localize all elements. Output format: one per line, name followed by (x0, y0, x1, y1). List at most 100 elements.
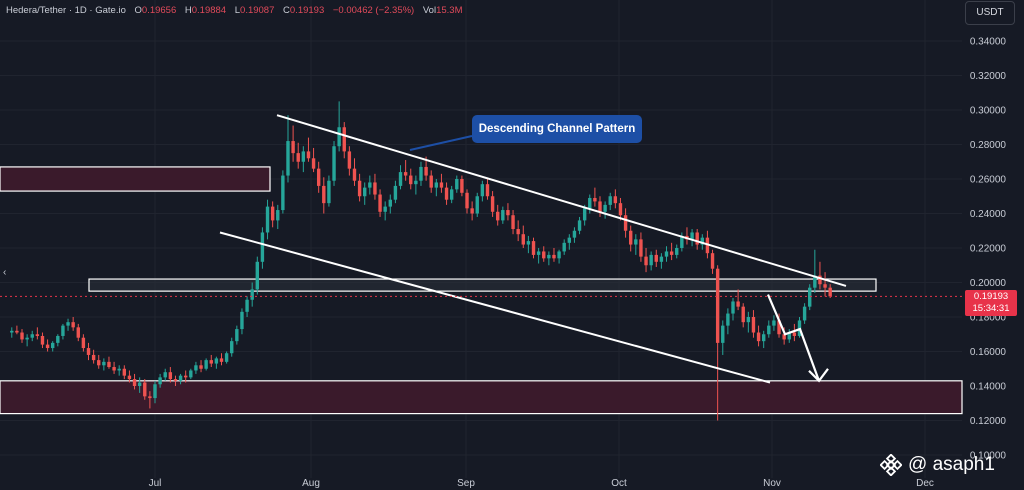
candle-body (168, 372, 173, 380)
high-value: 0.19884 (192, 5, 226, 16)
y-tick-label: 0.28000 (970, 140, 1007, 151)
watermark-handle: @ asaph1 (908, 454, 995, 475)
candle-body (823, 284, 827, 288)
watermark: @ asaph1 (880, 452, 995, 478)
candle-body (276, 210, 280, 221)
candle-body (490, 196, 495, 212)
candle-body (700, 237, 705, 245)
candle-body (424, 166, 428, 176)
candle-body (542, 251, 546, 259)
candle-body (311, 158, 316, 169)
candle-body (378, 194, 382, 212)
candle-body (173, 379, 178, 381)
candle-body (705, 237, 710, 254)
candle-body (475, 196, 479, 214)
candle-body (45, 344, 50, 349)
candle-body (552, 254, 556, 259)
candle-body (588, 197, 592, 209)
candle-body (547, 254, 551, 259)
channel-lower-line (219, 231, 771, 384)
y-tick-label: 0.10000 (970, 451, 1007, 462)
candle-body (388, 199, 392, 207)
candle-body (675, 248, 679, 255)
candle-body (485, 184, 490, 197)
close-label: C (283, 5, 290, 16)
candle-body (813, 275, 817, 288)
candle-body (245, 299, 249, 312)
candle-body (444, 187, 449, 200)
candle-body (143, 382, 147, 397)
candle-body (270, 206, 275, 221)
y-tick-label: 0.26000 (970, 175, 1007, 186)
candle-body (373, 182, 377, 195)
candle-body (669, 251, 674, 255)
candle-body (536, 251, 541, 255)
y-tick-label: 0.18000 (970, 313, 1007, 324)
descending-channel (219, 114, 847, 384)
candle-body (772, 320, 776, 326)
y-tick-label: 0.30000 (970, 106, 1007, 117)
candle-body (209, 360, 213, 364)
candle-body (383, 206, 387, 212)
y-tick-label: 0.24000 (970, 209, 1007, 220)
candle-body (183, 375, 188, 378)
candle-body (628, 230, 633, 245)
candle-body (828, 287, 832, 297)
candle-body (818, 275, 822, 285)
candle-body (506, 210, 510, 216)
candle-body (137, 382, 142, 386)
candle-body (20, 332, 24, 340)
candle-body (403, 172, 408, 176)
candle-body (219, 358, 224, 362)
candle-body (255, 261, 259, 290)
candle-body (496, 211, 500, 221)
candle-body (802, 306, 807, 321)
candle-body (449, 189, 454, 200)
candle-body (132, 379, 137, 386)
x-tick-label: Dec (916, 478, 934, 489)
x-tick-label: Jul (149, 478, 162, 489)
candle-body (316, 168, 321, 186)
current-price-value: 0.19193 (973, 291, 1009, 302)
candle-body (429, 175, 433, 188)
candle-body (102, 361, 106, 366)
candle-body (511, 215, 515, 230)
candle-body (66, 322, 70, 326)
candle-body (710, 253, 715, 269)
projection-arrow (766, 294, 829, 383)
y-tick-label: 0.12000 (970, 416, 1007, 427)
candle-body (97, 360, 101, 366)
candle-body (634, 239, 638, 245)
candle-body (327, 180, 331, 204)
candle-body (470, 208, 474, 214)
candle-body (531, 241, 536, 255)
candle-body (56, 335, 60, 343)
candle-body (250, 289, 254, 300)
close-value: 0.19193 (290, 5, 324, 16)
candle-body (731, 301, 735, 314)
candle-body (521, 234, 525, 245)
time-axis[interactable]: Jul Aug Sep Oct Nov Dec (149, 478, 934, 489)
low-label: L (235, 5, 240, 16)
candle-body (608, 196, 612, 205)
price-axis[interactable]: 0.34000 0.32000 0.30000 0.28000 0.26000 0.240… (970, 37, 1007, 462)
candle-body (81, 337, 86, 349)
open-value: 0.19656 (142, 5, 176, 16)
candle-body (199, 365, 203, 369)
callout-connector (409, 135, 473, 151)
drawing-tool-marker[interactable]: ‹ (3, 267, 6, 278)
pair-label: Hedera/Tether · 1D · Gate.io (6, 5, 126, 16)
candle-body (230, 341, 234, 354)
candle-body (76, 327, 80, 338)
candle-body (623, 215, 628, 231)
candle-body (598, 201, 602, 212)
candle-body (332, 146, 336, 181)
currency-button[interactable]: USDT (965, 1, 1015, 25)
x-tick-label: Nov (763, 478, 781, 489)
candle-body (761, 334, 766, 342)
candle-body (715, 268, 720, 343)
candle-body (91, 354, 96, 361)
candle-body (122, 368, 127, 376)
candle-body (409, 175, 413, 185)
